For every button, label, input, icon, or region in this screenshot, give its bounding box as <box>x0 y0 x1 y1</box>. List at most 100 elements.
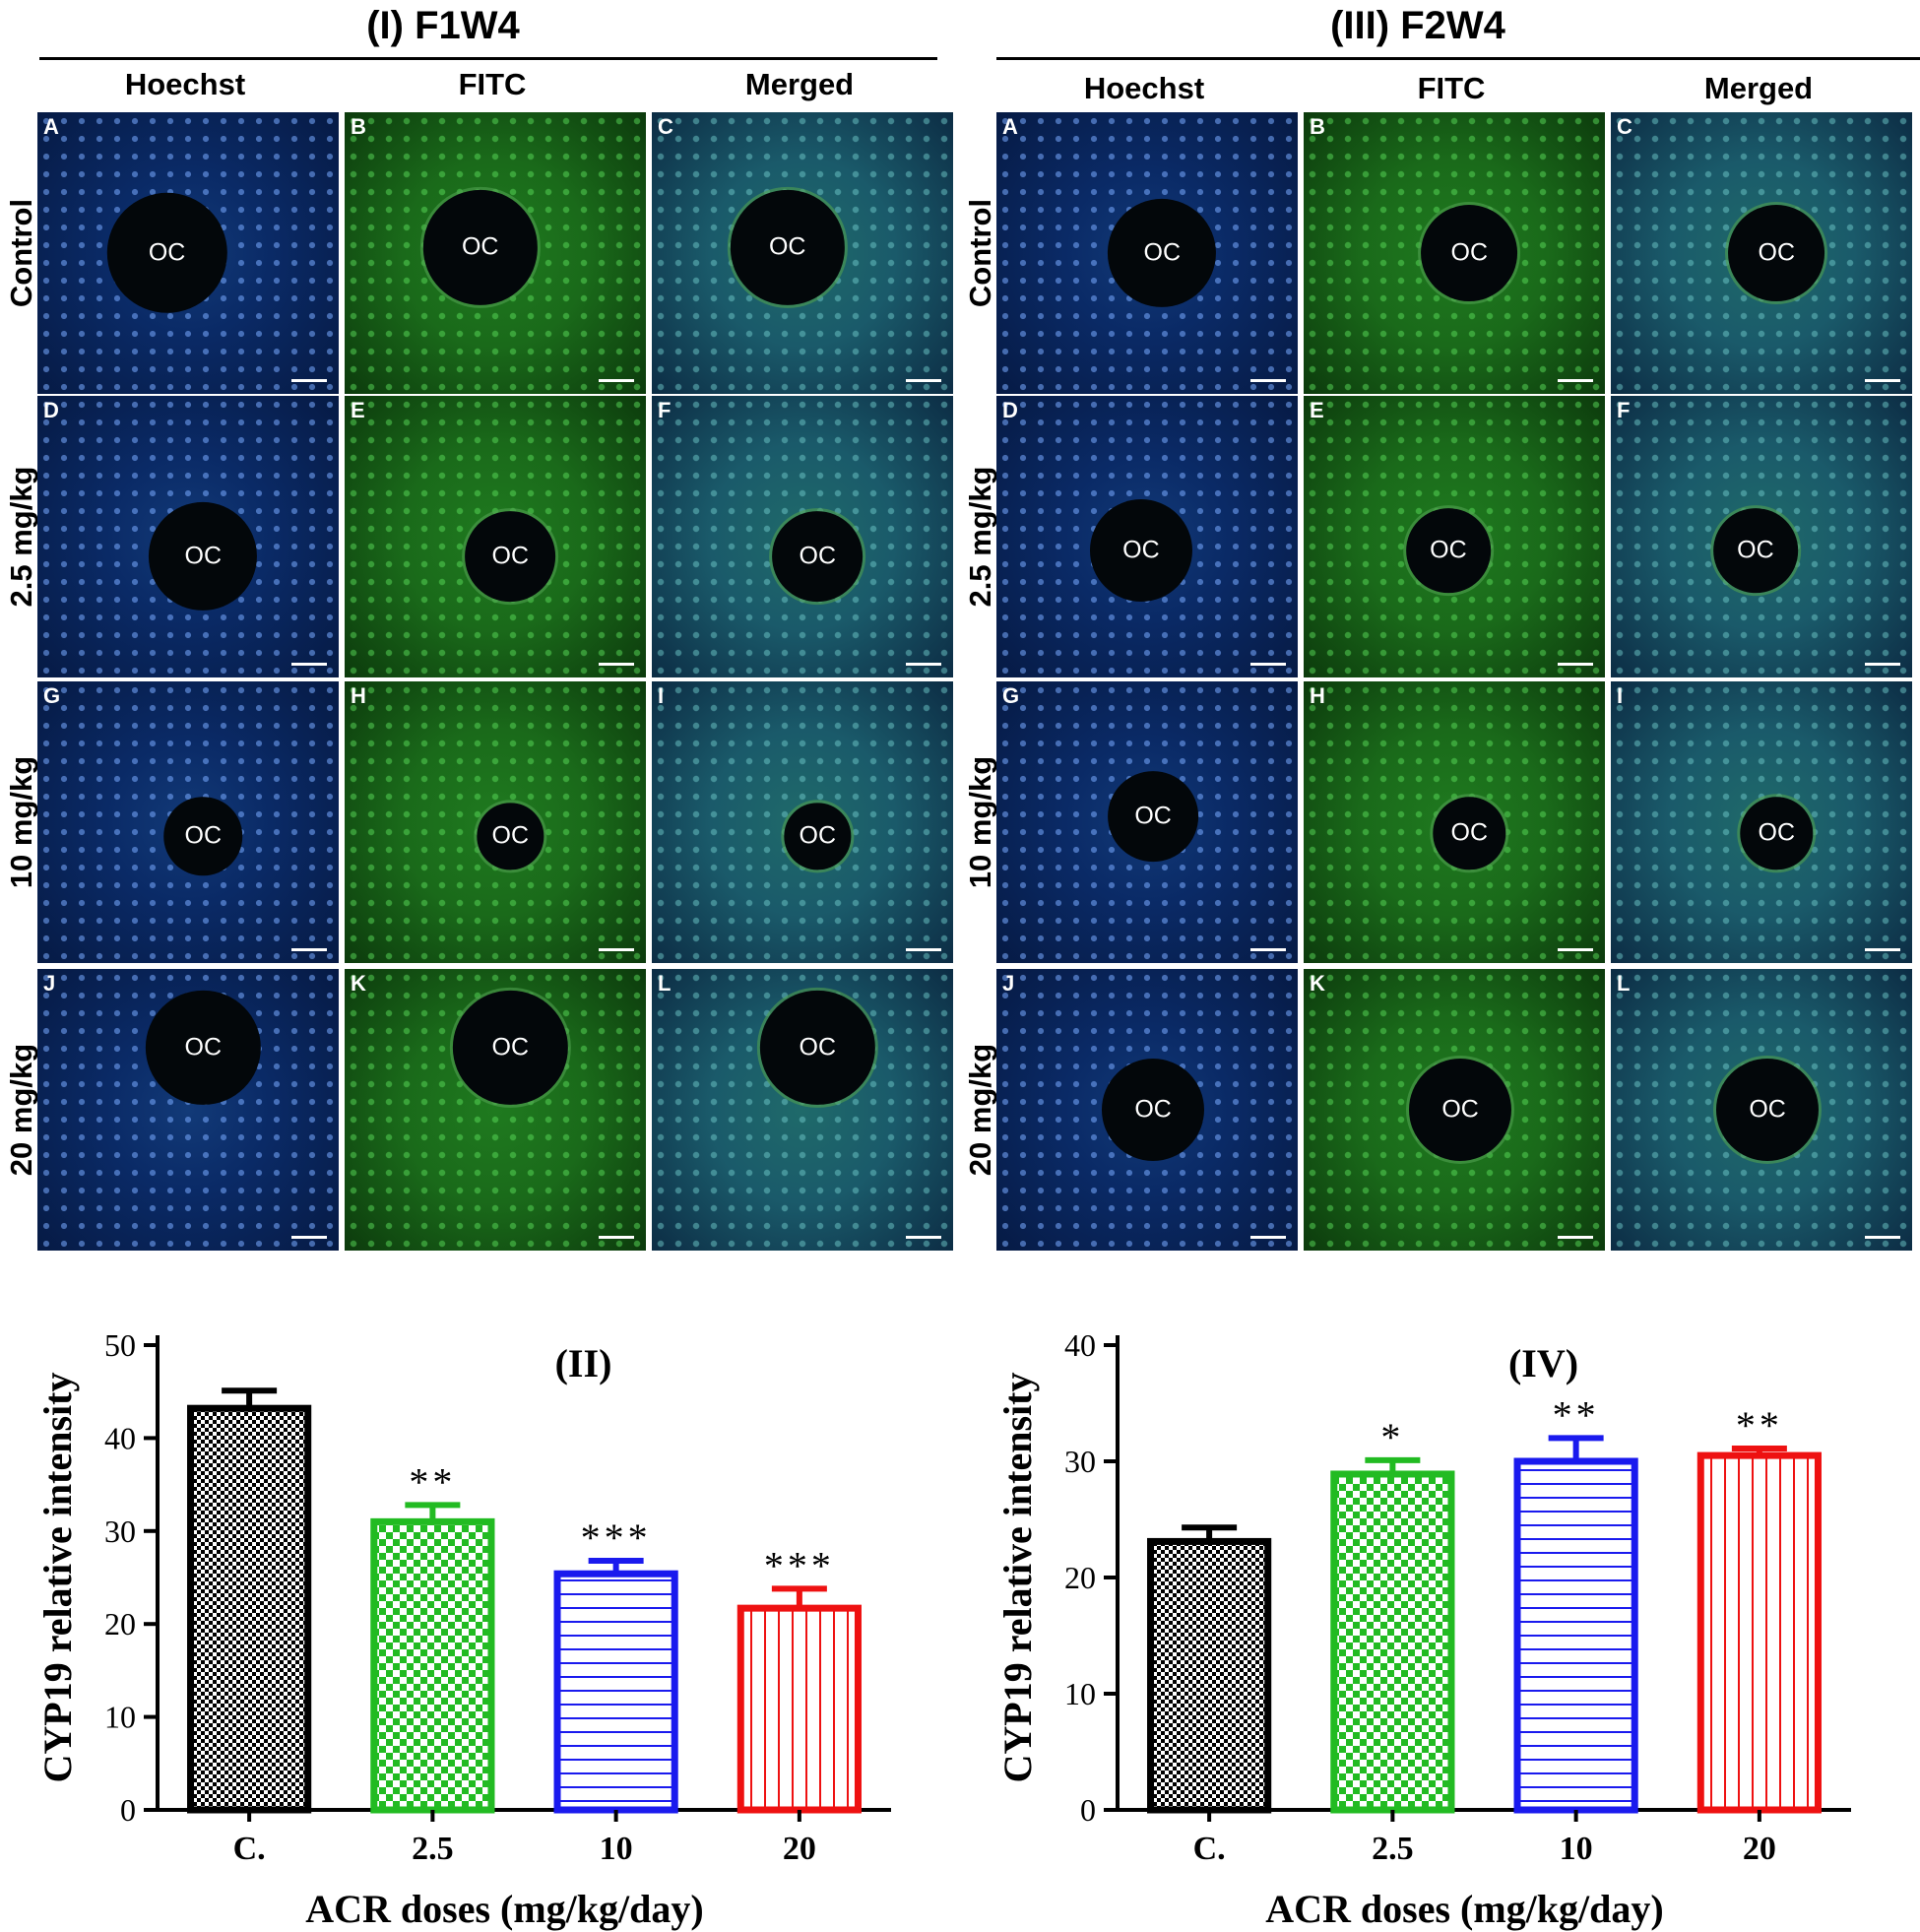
column-heading-hoechst: Hoechst <box>124 67 246 101</box>
micrograph-c: C OC <box>652 112 953 394</box>
micrograph-i: I OC <box>652 681 953 963</box>
bar-20 <box>1696 1451 1822 1814</box>
micrograph-f: F OC <box>1611 396 1912 677</box>
column-heading-fitc: FITC <box>458 67 527 101</box>
panel-letter: J <box>1002 971 1015 996</box>
y-tick-label: 20 <box>104 1606 136 1642</box>
x-tick-label: 2.5 <box>1372 1831 1414 1867</box>
significance-marker: ** <box>1553 1392 1600 1437</box>
y-tick-label: 50 <box>104 1327 136 1363</box>
oocyte-label: OC <box>184 821 223 850</box>
panel-letter: G <box>43 683 61 708</box>
scale-bar <box>291 379 327 382</box>
significance-marker: * <box>1380 1415 1404 1459</box>
y-tick-label: 40 <box>1064 1327 1096 1363</box>
oocyte-shape <box>106 192 227 314</box>
row-heading-0: Control <box>4 198 38 308</box>
oocyte-label: OC <box>1737 536 1774 564</box>
row-heading-2: 10 mg/kg <box>963 755 997 889</box>
oocyte-label: OC <box>461 232 499 261</box>
scale-bar <box>1250 663 1286 666</box>
bar-chart-ii: 0 10 20 30 40 50 C. 2.5 ** 10 *** 20 *** (II) ACR dose… <box>35 1327 891 1931</box>
scale-bar <box>1865 379 1900 382</box>
panel-letter: E <box>351 398 365 422</box>
oocyte-shape <box>1728 205 1825 301</box>
y-axis-label: CYP19 relative intensity <box>995 1373 1040 1783</box>
micrograph-j: J OC <box>996 969 1298 1251</box>
oocyte-label: OC <box>148 238 186 267</box>
panel-letter: F <box>1617 398 1631 422</box>
significance-marker: ** <box>1736 1403 1783 1448</box>
panel-label: (II) <box>555 1341 612 1385</box>
oocyte-label: OC <box>184 542 223 570</box>
panel-letter: E <box>1310 398 1324 422</box>
oocyte-label: OC <box>1450 818 1489 847</box>
column-heading-merged: Merged <box>1703 71 1814 105</box>
y-tick-label: 0 <box>1080 1792 1096 1828</box>
y-tick-label: 0 <box>120 1792 136 1828</box>
oocyte-shape <box>1713 508 1798 594</box>
scale-bar <box>291 1236 327 1239</box>
oocyte-label: OC <box>799 1033 837 1062</box>
oocyte-label: OC <box>1758 818 1796 847</box>
oocyte-shape <box>149 501 258 612</box>
scale-bar <box>1558 1236 1593 1239</box>
bar-2.5 <box>370 1517 495 1814</box>
oocyte-shape <box>453 990 568 1106</box>
scale-bar <box>1865 948 1900 951</box>
oocyte-label: OC <box>799 821 837 850</box>
bar-C. <box>1147 1537 1272 1814</box>
panel-letter: J <box>43 971 56 996</box>
y-axis-label: CYP19 relative intensity <box>35 1373 80 1783</box>
oocyte-shape <box>1089 499 1192 603</box>
scale-bar <box>1865 663 1900 666</box>
row-heading-2: 10 mg/kg <box>4 755 38 889</box>
y-tick-label: 10 <box>1064 1676 1096 1711</box>
oocyte-label: OC <box>1749 1095 1786 1124</box>
oocyte-shape <box>477 803 544 869</box>
oocyte-shape <box>1740 797 1814 870</box>
panel-letter: K <box>351 971 366 996</box>
oocyte-label: OC <box>1430 536 1467 564</box>
scale-bar <box>599 1236 634 1239</box>
oocyte-label: OC <box>1143 238 1182 267</box>
panel-letter: I <box>1617 683 1624 708</box>
bar-C. <box>187 1404 312 1814</box>
scale-bar <box>1250 379 1286 382</box>
micrograph-d: D OC <box>996 396 1298 677</box>
scale-bar <box>291 948 327 951</box>
micrograph-b: B OC <box>1304 112 1605 394</box>
micrograph-k: K OC <box>345 969 646 1251</box>
oocyte-shape <box>772 511 864 602</box>
micrograph-g: G OC <box>37 681 339 963</box>
y-tick-label: 10 <box>104 1700 136 1735</box>
panel-letter: B <box>351 114 366 139</box>
oocyte-shape <box>146 990 261 1106</box>
row-heading-0: Control <box>963 198 997 308</box>
panel-letter: A <box>1002 114 1018 139</box>
bar-10 <box>553 1570 678 1814</box>
oocyte-label: OC <box>1450 238 1489 267</box>
oocyte-shape <box>1102 1058 1205 1162</box>
oocyte-shape <box>1406 508 1491 594</box>
oocyte-label: OC <box>799 542 837 570</box>
scale-bar <box>1865 1236 1900 1239</box>
column-heading-fitc: FITC <box>1417 71 1486 105</box>
panel-letter: D <box>1002 398 1018 422</box>
oocyte-label: OC <box>1134 1095 1172 1124</box>
panel-letter: B <box>1310 114 1325 139</box>
oocyte-label: OC <box>1441 1095 1479 1124</box>
micrograph-f: F OC <box>652 396 953 677</box>
micrograph-g: G OC <box>996 681 1298 963</box>
oocyte-shape <box>422 190 538 305</box>
micrograph-l: L OC <box>1611 969 1912 1251</box>
oocyte-label: OC <box>491 821 530 850</box>
oocyte-shape <box>163 797 243 876</box>
significance-marker: *** <box>581 1515 652 1560</box>
scale-bar <box>1250 948 1286 951</box>
oocyte-shape <box>760 990 875 1106</box>
scale-bar <box>599 379 634 382</box>
oocyte-label: OC <box>491 542 530 570</box>
micrograph-a: A OC <box>996 112 1298 394</box>
micrograph-l: L OC <box>652 969 953 1251</box>
